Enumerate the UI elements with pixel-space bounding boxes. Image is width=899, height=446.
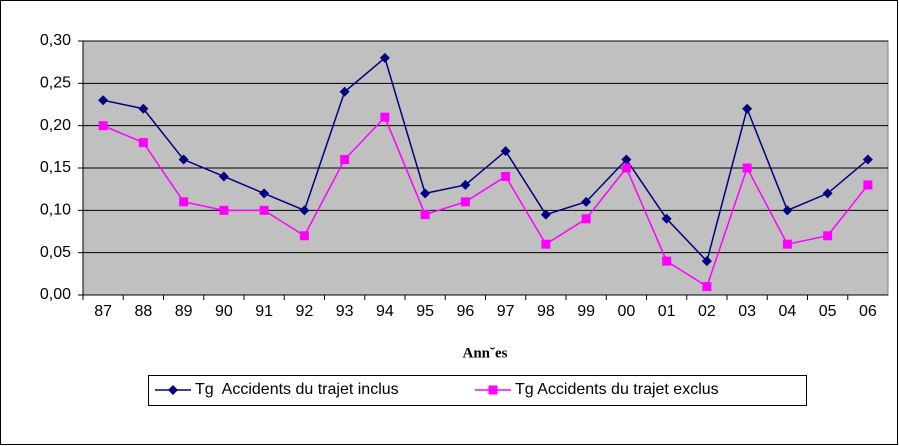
y-tick-label: 0,25 bbox=[40, 75, 71, 92]
point bbox=[98, 121, 108, 131]
point bbox=[168, 385, 178, 395]
x-tick-label: 90 bbox=[215, 303, 233, 320]
point bbox=[782, 205, 793, 216]
y-tick-label: 0,05 bbox=[40, 244, 71, 261]
point bbox=[98, 95, 109, 106]
point bbox=[581, 214, 591, 224]
x-tick-label: 87 bbox=[94, 303, 112, 320]
point bbox=[488, 385, 498, 395]
point bbox=[742, 103, 753, 114]
x-tick-label: 02 bbox=[698, 303, 716, 320]
x-tick-label: 91 bbox=[255, 303, 273, 320]
point bbox=[420, 188, 431, 199]
point bbox=[138, 138, 148, 148]
point bbox=[823, 231, 833, 241]
x-tick-label: 00 bbox=[617, 303, 635, 320]
x-tick-label: 92 bbox=[295, 303, 313, 320]
point bbox=[540, 209, 551, 220]
point bbox=[379, 52, 390, 63]
point bbox=[138, 103, 149, 114]
point bbox=[178, 154, 189, 165]
point bbox=[501, 171, 511, 181]
y-tick-label: 0,00 bbox=[40, 286, 71, 303]
x-tick-label: 98 bbox=[537, 303, 555, 320]
x-tick-label: 94 bbox=[376, 303, 394, 320]
point bbox=[259, 205, 269, 215]
y-tick-label: 0,10 bbox=[40, 202, 71, 219]
point bbox=[299, 205, 310, 216]
point bbox=[661, 213, 672, 224]
point bbox=[702, 282, 712, 292]
point bbox=[259, 188, 270, 199]
point bbox=[340, 155, 350, 165]
point bbox=[581, 196, 592, 207]
x-tick-label: 89 bbox=[175, 303, 193, 320]
point bbox=[179, 197, 189, 207]
point bbox=[500, 146, 511, 157]
x-tick-label: 99 bbox=[577, 303, 595, 320]
point bbox=[621, 154, 632, 165]
point bbox=[662, 256, 672, 266]
series-line bbox=[102, 115, 869, 288]
y-tick-label: 0,20 bbox=[40, 117, 71, 134]
x-tick-label: 04 bbox=[778, 303, 796, 320]
y-tick-label: 0,30 bbox=[40, 32, 71, 49]
x-tick-label: 03 bbox=[738, 303, 756, 320]
point bbox=[701, 256, 712, 267]
point bbox=[782, 239, 792, 249]
point bbox=[460, 179, 471, 190]
point bbox=[460, 197, 470, 207]
x-tick-label: 06 bbox=[859, 303, 877, 320]
legend-label: Tg Accidents du trajet exclus bbox=[515, 381, 719, 398]
point bbox=[420, 210, 430, 220]
point bbox=[219, 205, 229, 215]
legend-label: Tg Accidents du trajet inclus bbox=[195, 381, 399, 398]
series-line bbox=[102, 56, 869, 263]
x-tick-label: 95 bbox=[416, 303, 434, 320]
x-axis-label: Ann˘es bbox=[462, 345, 507, 361]
point bbox=[822, 188, 833, 199]
point bbox=[380, 112, 390, 122]
point bbox=[339, 86, 350, 97]
x-tick-label: 97 bbox=[497, 303, 515, 320]
point bbox=[218, 171, 229, 182]
point bbox=[742, 163, 752, 173]
x-tick-label: 01 bbox=[658, 303, 676, 320]
point bbox=[863, 180, 873, 190]
x-tick-label: 88 bbox=[134, 303, 152, 320]
x-tick-label: 93 bbox=[336, 303, 354, 320]
point bbox=[862, 154, 873, 165]
point bbox=[541, 239, 551, 249]
y-tick-label: 0,15 bbox=[40, 159, 71, 176]
point bbox=[621, 163, 631, 173]
point bbox=[299, 231, 309, 241]
x-tick-label: 05 bbox=[819, 303, 837, 320]
x-tick-label: 96 bbox=[456, 303, 474, 320]
